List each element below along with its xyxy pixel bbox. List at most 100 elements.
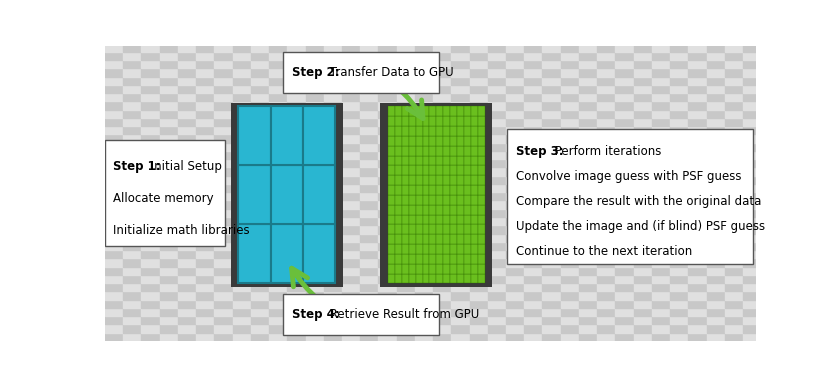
Bar [478, 116, 485, 126]
Bar [725, 69, 743, 77]
Bar [652, 291, 670, 300]
Bar [429, 155, 436, 165]
Bar [379, 60, 396, 69]
Bar [506, 316, 524, 324]
Bar [323, 283, 342, 291]
Bar [561, 192, 579, 200]
Bar [251, 110, 269, 118]
Bar [197, 118, 214, 126]
Bar [178, 234, 197, 242]
Bar [688, 250, 706, 258]
Bar [506, 134, 524, 143]
Bar [251, 60, 269, 69]
Bar [123, 134, 141, 143]
Bar [579, 126, 597, 134]
Bar [506, 69, 524, 77]
Bar [436, 195, 444, 205]
Bar [464, 185, 470, 195]
Bar [451, 52, 470, 60]
Bar [450, 264, 457, 273]
Bar [616, 300, 633, 308]
Bar [160, 258, 178, 267]
Bar [597, 324, 616, 332]
Bar [395, 264, 402, 273]
Bar [160, 93, 178, 101]
Bar [616, 225, 633, 234]
Bar [543, 93, 561, 101]
Bar [402, 273, 409, 283]
Bar [506, 258, 524, 267]
Bar [197, 159, 214, 167]
Bar [287, 192, 306, 200]
Bar [287, 101, 306, 110]
Bar [233, 250, 251, 258]
Bar [105, 258, 123, 267]
Bar [233, 192, 251, 200]
Bar [105, 184, 123, 192]
Bar [269, 85, 287, 93]
Bar [395, 146, 402, 155]
Bar [251, 159, 269, 167]
Bar [506, 275, 524, 283]
Bar [105, 85, 123, 93]
Bar [433, 225, 451, 234]
Bar [415, 184, 433, 192]
Bar [287, 93, 306, 101]
Bar [524, 118, 543, 126]
Bar [409, 205, 416, 214]
Bar [141, 258, 160, 267]
Bar [395, 126, 402, 136]
Bar [506, 250, 524, 258]
Bar [429, 146, 436, 155]
Bar [141, 275, 160, 283]
Bar [561, 300, 579, 308]
Bar [396, 184, 415, 192]
Bar [633, 250, 652, 258]
Bar [743, 151, 761, 159]
Bar [450, 214, 457, 224]
Bar [470, 267, 488, 275]
Bar [725, 167, 743, 176]
Bar [597, 283, 616, 291]
Bar [761, 217, 780, 225]
Bar [761, 69, 780, 77]
Bar [633, 167, 652, 176]
FancyBboxPatch shape [507, 129, 753, 264]
Bar [464, 244, 470, 254]
Bar [470, 126, 478, 136]
Bar [287, 316, 306, 324]
Bar [743, 200, 761, 209]
Bar [470, 195, 478, 205]
Bar [524, 151, 543, 159]
Bar [436, 106, 444, 116]
Bar [306, 209, 323, 217]
Bar [323, 77, 342, 85]
Bar [197, 110, 214, 118]
Bar [579, 275, 597, 283]
Bar [743, 267, 761, 275]
Bar [706, 217, 725, 225]
Bar [214, 275, 233, 283]
Bar [269, 316, 287, 324]
Bar [415, 242, 433, 250]
Bar [688, 234, 706, 242]
Bar [706, 267, 725, 275]
Bar [423, 264, 429, 273]
Bar [652, 151, 670, 159]
Bar [360, 60, 379, 69]
Bar [706, 192, 725, 200]
Bar [451, 126, 470, 134]
Bar [251, 52, 269, 60]
Bar [323, 167, 342, 176]
Bar [395, 175, 402, 185]
Bar [506, 200, 524, 209]
Bar [197, 225, 214, 234]
Bar [670, 275, 688, 283]
Bar [616, 258, 633, 267]
Bar [287, 275, 306, 283]
Bar [478, 185, 485, 195]
Bar [160, 200, 178, 209]
Bar [633, 110, 652, 118]
Bar [616, 85, 633, 93]
Bar [670, 85, 688, 93]
